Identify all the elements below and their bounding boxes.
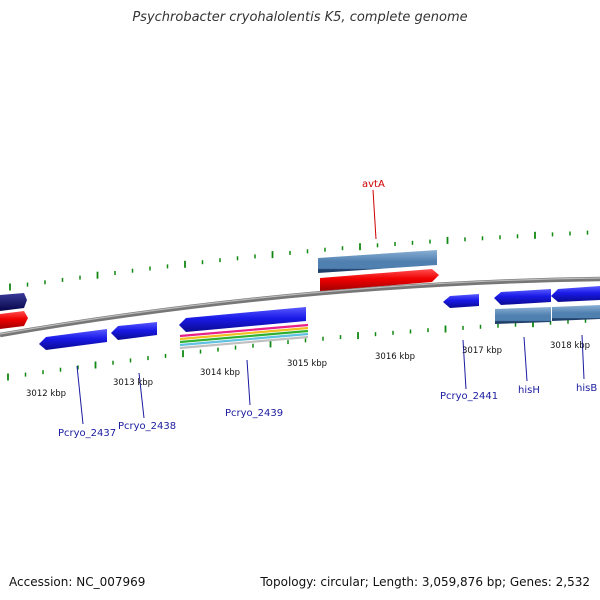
scale-label-3017: 3017 kbp bbox=[462, 346, 502, 356]
connector-pcryo-2439 bbox=[246, 359, 251, 406]
gene-navy-left bbox=[0, 293, 27, 311]
gene-label-pcryo-2439[interactable]: Pcryo_2439 bbox=[225, 408, 283, 419]
scale-label-3012: 3012 kbp bbox=[26, 389, 66, 399]
connector-hisH bbox=[523, 336, 528, 382]
gene-hisB bbox=[551, 286, 600, 302]
gene-avtA-steel bbox=[318, 250, 437, 273]
scale-label-3015: 3015 kbp bbox=[287, 359, 327, 369]
gene-hisB-steel bbox=[552, 305, 600, 321]
gene-label-pcryo-2438[interactable]: Pcryo_2438 bbox=[118, 421, 176, 432]
gene-hisH bbox=[494, 289, 551, 305]
genome-backbone bbox=[0, 276, 600, 338]
gene-pcryo-2437 bbox=[39, 329, 107, 350]
gene-pcryo-2438 bbox=[111, 322, 157, 340]
gene-pcryo-2441 bbox=[443, 294, 479, 308]
scale-label-3013: 3013 kbp bbox=[113, 378, 153, 388]
gene-label-pcryo-2437[interactable]: Pcryo_2437 bbox=[58, 428, 116, 439]
outer-tick-marks bbox=[9, 230, 589, 291]
gene-label-hisB[interactable]: hisB bbox=[576, 383, 597, 394]
gene-hisH-steel bbox=[495, 307, 551, 324]
connector-pcryo-2441 bbox=[462, 339, 467, 390]
accession-text: Accession: NC_007969 bbox=[9, 575, 146, 589]
scale-label-3014: 3014 kbp bbox=[200, 368, 240, 378]
gene-label-hisH[interactable]: hisH bbox=[518, 385, 540, 396]
genome-summary-text: Topology: circular; Length: 3,059,876 bp… bbox=[260, 575, 590, 589]
gene-pcryo-2439-rrna-stripes bbox=[179, 323, 309, 350]
gene-label-avtA[interactable]: avtA bbox=[362, 179, 385, 190]
inner-tick-marks bbox=[7, 318, 587, 381]
scale-label-3018: 3018 kbp bbox=[550, 341, 590, 351]
connector-hisB bbox=[581, 334, 585, 380]
scale-label-3016: 3016 kbp bbox=[375, 352, 415, 362]
gene-label-pcryo-2441[interactable]: Pcryo_2441 bbox=[440, 391, 498, 402]
connector-avtA bbox=[372, 189, 377, 240]
gene-avtA-red bbox=[320, 269, 439, 291]
connector-pcryo-2438 bbox=[138, 372, 145, 419]
genome-title: Psychrobacter cryohalolentis K5, complet… bbox=[132, 10, 468, 25]
gene-pcryo-2439 bbox=[179, 307, 306, 332]
connector-pcryo-2437 bbox=[76, 365, 84, 425]
gene-red-left bbox=[0, 311, 28, 329]
genome-backbone-highlight bbox=[0, 277, 600, 335]
